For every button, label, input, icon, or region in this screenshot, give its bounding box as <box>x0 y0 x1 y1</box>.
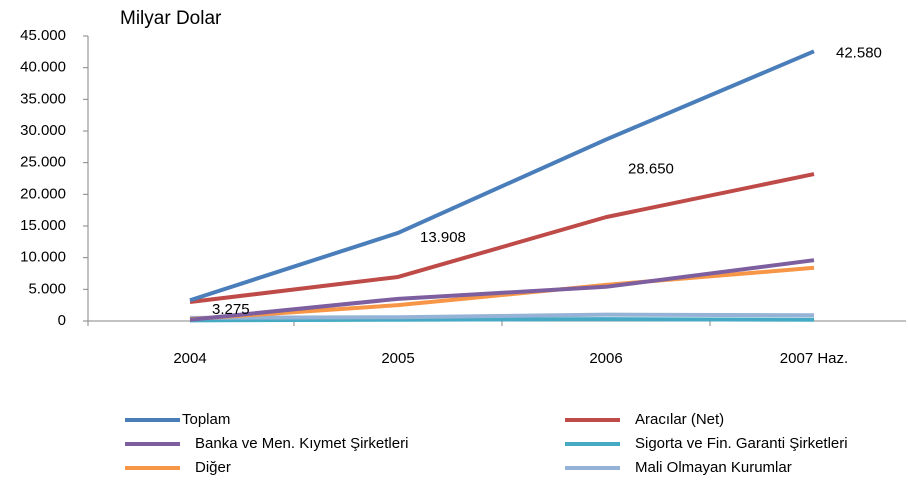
x-tick-label: 2007 Haz. <box>780 350 848 367</box>
y-tick-label: 0 <box>58 312 66 329</box>
chart-title: Milyar Dolar <box>120 8 222 29</box>
y-tick-label: 45.000 <box>20 27 66 44</box>
y-tick-label: 40.000 <box>20 59 66 76</box>
legend-label: Banka ve Men. Kıymet Şirketleri <box>195 435 408 452</box>
data-label: 42.580 <box>836 44 882 61</box>
series-line <box>189 49 815 303</box>
x-tick-label: 2006 <box>589 350 622 367</box>
series-line <box>189 258 815 322</box>
series-line <box>189 317 815 323</box>
legend-label: Toplam <box>182 411 230 428</box>
y-tick-label: 10.000 <box>20 249 66 266</box>
x-tick-label: 2005 <box>381 350 414 367</box>
data-label: 3.275 <box>212 301 250 318</box>
series-line <box>189 265 815 322</box>
x-tick-label: 2004 <box>173 350 206 367</box>
y-tick-label: 25.000 <box>20 154 66 171</box>
data-label: 13.908 <box>420 229 466 246</box>
y-tick-label: 5.000 <box>28 280 66 297</box>
legend-label: Sigorta ve Fin. Garanti Şirketleri <box>635 435 848 452</box>
y-tick-label: 35.000 <box>20 90 66 107</box>
legend-label: Mali Olmayan Kurumlar <box>635 459 792 476</box>
legend-label: Aracılar (Net) <box>635 411 724 428</box>
y-tick-label: 20.000 <box>20 185 66 202</box>
legend-label: Diğer <box>195 459 231 476</box>
y-tick-label: 30.000 <box>20 122 66 139</box>
y-tick-label: 15.000 <box>20 217 66 234</box>
series-line <box>189 312 815 320</box>
series-line <box>189 172 815 304</box>
data-label: 28.650 <box>628 161 674 178</box>
